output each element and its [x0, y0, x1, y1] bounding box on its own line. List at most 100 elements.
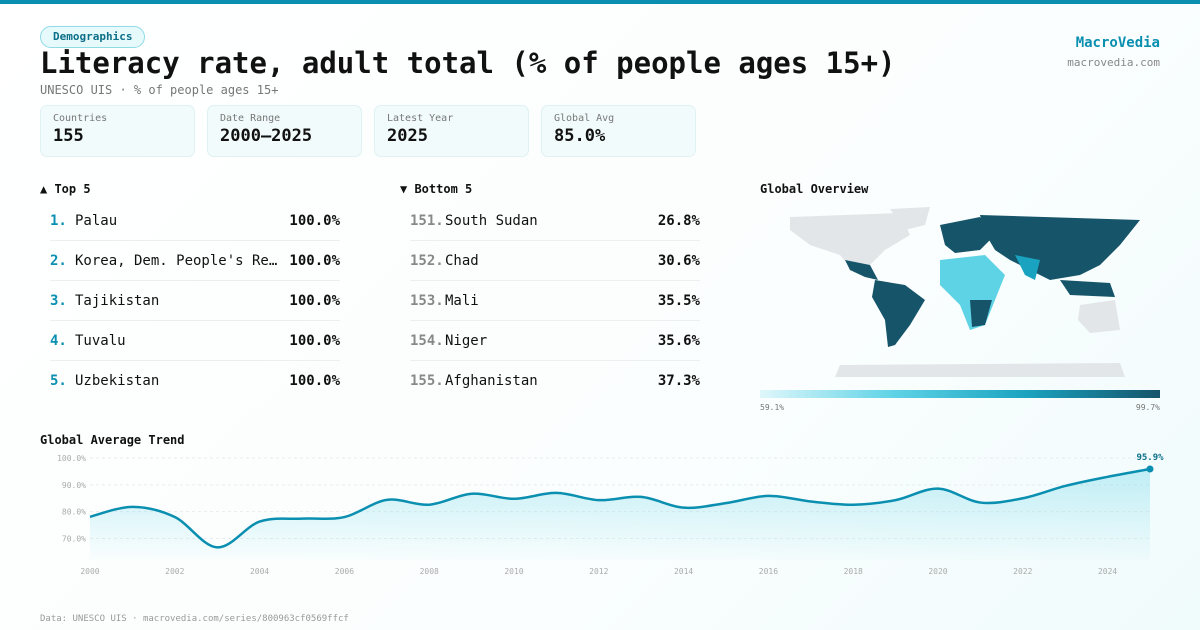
x-tick-label: 2024 [1098, 567, 1117, 576]
list-item[interactable]: 152. Chad 30.6% [410, 241, 700, 281]
list-item[interactable]: 5. Uzbekistan 100.0% [50, 361, 340, 401]
value: 37.3% [657, 373, 700, 389]
stat-value: 2000–2025 [220, 126, 313, 146]
map-asia[interactable] [980, 215, 1140, 280]
world-map[interactable] [780, 205, 1140, 380]
x-tick-label: 2022 [1013, 567, 1032, 576]
rank: 4. [50, 332, 67, 349]
value: 100.0% [289, 292, 340, 309]
rank: 3. [50, 292, 67, 309]
country: Mali [445, 292, 479, 309]
map-australia[interactable] [1078, 300, 1120, 333]
country: Afghanistan [445, 373, 538, 389]
country: Chad [445, 252, 479, 269]
map-title: Global Overview [760, 182, 869, 196]
stat-countries: Countries 155 [40, 105, 195, 157]
value: 35.5% [657, 292, 700, 309]
bottom5-title: ▼ Bottom 5 [400, 182, 473, 196]
country: Korea, Dem. People's Rep. [75, 252, 286, 269]
list-item[interactable]: 154. Niger 35.6% [410, 321, 700, 361]
top5-title: ▲ Top 5 [40, 182, 91, 196]
stat-value: 2025 [387, 126, 428, 146]
stat-label: Latest Year [387, 113, 454, 124]
list-item[interactable]: 3. Tajikistan 100.0% [50, 281, 340, 321]
stat-global-avg: Global Avg 85.0% [541, 105, 696, 157]
list-item[interactable]: 2. Korea, Dem. People's Rep. 100.0% [50, 241, 340, 281]
stat-label: Global Avg [554, 113, 615, 124]
trend-chart: 70.0% 80.0% 90.0% 100.0% 2000 2002 2004 2006 200… [57, 453, 1164, 576]
stat-value: 85.0% [554, 126, 606, 146]
top-accent-bar [0, 0, 1200, 4]
list-item[interactable]: 155. Afghanistan 37.3% [410, 361, 700, 401]
x-tick-label: 2004 [250, 567, 269, 576]
y-tick-label: 80.0% [62, 508, 86, 517]
country: Tajikistan [75, 292, 160, 309]
stats-row: Countries 155 Date Range 2000–2025 Latest … [40, 105, 696, 157]
last-point[interactable] [1146, 465, 1154, 473]
rank: 5. [50, 373, 67, 389]
stat-value: 155 [53, 126, 84, 146]
rank: 2. [50, 252, 67, 269]
x-tick-label: 2008 [420, 567, 439, 576]
stat-label: Countries [53, 113, 108, 124]
rank: 152. [410, 252, 444, 269]
top5-list: 1. Palau 100.0% 2. Korea, Dem. People's Rep… [50, 201, 340, 401]
rank: 155. [410, 373, 444, 389]
rank: 1. [50, 212, 67, 229]
map-antarctica[interactable] [835, 363, 1125, 377]
map-south-america[interactable] [872, 280, 925, 347]
value: 100.0% [289, 252, 340, 269]
x-tick-label: 2012 [589, 567, 608, 576]
list-item[interactable]: 1. Palau 100.0% [50, 201, 340, 241]
x-tick-label: 2006 [335, 567, 354, 576]
country: Uzbekistan [75, 373, 160, 389]
page-title: Literacy rate, adult total (% of people … [40, 46, 896, 80]
y-tick-label: 100.0% [57, 454, 86, 463]
brand: MacroVedia macrovedia.com [1067, 35, 1160, 69]
country: Tuvalu [75, 332, 126, 349]
map-north-america[interactable] [790, 213, 910, 267]
x-tick-label: 2010 [504, 567, 523, 576]
stat-label: Date Range [220, 113, 281, 124]
map-southeast-asia[interactable] [1060, 280, 1115, 297]
value: 100.0% [289, 373, 340, 389]
value: 100.0% [289, 332, 340, 349]
value: 100.0% [289, 212, 340, 229]
stat-date-range: Date Range 2000–2025 [207, 105, 362, 157]
brand-name: MacroVedia [1075, 35, 1160, 51]
value: 30.6% [657, 252, 700, 269]
trend-line [89, 467, 1151, 549]
x-tick-label: 2002 [165, 567, 184, 576]
footer-source: Data: UNESCO UIS · macrovedia.com/series… [40, 614, 349, 624]
trend-title: Global Average Trend [40, 433, 185, 447]
list-item[interactable]: 153. Mali 35.5% [410, 281, 700, 321]
y-tick-label: 90.0% [62, 481, 86, 490]
x-tick-label: 2016 [759, 567, 778, 576]
rank: 154. [410, 332, 444, 349]
country: Palau [75, 212, 118, 229]
list-item[interactable]: 151. South Sudan 26.8% [410, 201, 700, 241]
category-badge[interactable]: Demographics [40, 26, 146, 48]
map-southern-africa[interactable] [970, 300, 992, 327]
rank: 153. [410, 292, 444, 309]
value: 26.8% [657, 212, 700, 229]
map-greenland[interactable] [890, 207, 930, 230]
x-tick-label: 2014 [674, 567, 693, 576]
legend-min: 59.1% [760, 403, 785, 412]
x-tick-label: 2018 [844, 567, 863, 576]
trend-area [90, 469, 1150, 560]
value: 35.6% [657, 332, 700, 349]
bottom5-list: 151. South Sudan 26.8% 152. Chad 30.6% 153. M… [410, 201, 700, 401]
list-item[interactable]: 4. Tuvalu 100.0% [50, 321, 340, 361]
brand-url[interactable]: macrovedia.com [1067, 56, 1160, 69]
map-europe[interactable] [940, 217, 995, 253]
page-subtitle: UNESCO UIS · % of people ages 15+ [40, 83, 279, 97]
country: South Sudan [445, 212, 538, 229]
map-color-legend [760, 390, 1160, 398]
rank: 151. [410, 212, 444, 229]
map-south-asia[interactable] [1015, 255, 1040, 280]
legend-max: 99.7% [1135, 403, 1160, 412]
map-central-america[interactable] [845, 260, 878, 280]
last-value-label: 95.9% [1136, 453, 1164, 463]
x-tick-label: 2000 [80, 567, 99, 576]
